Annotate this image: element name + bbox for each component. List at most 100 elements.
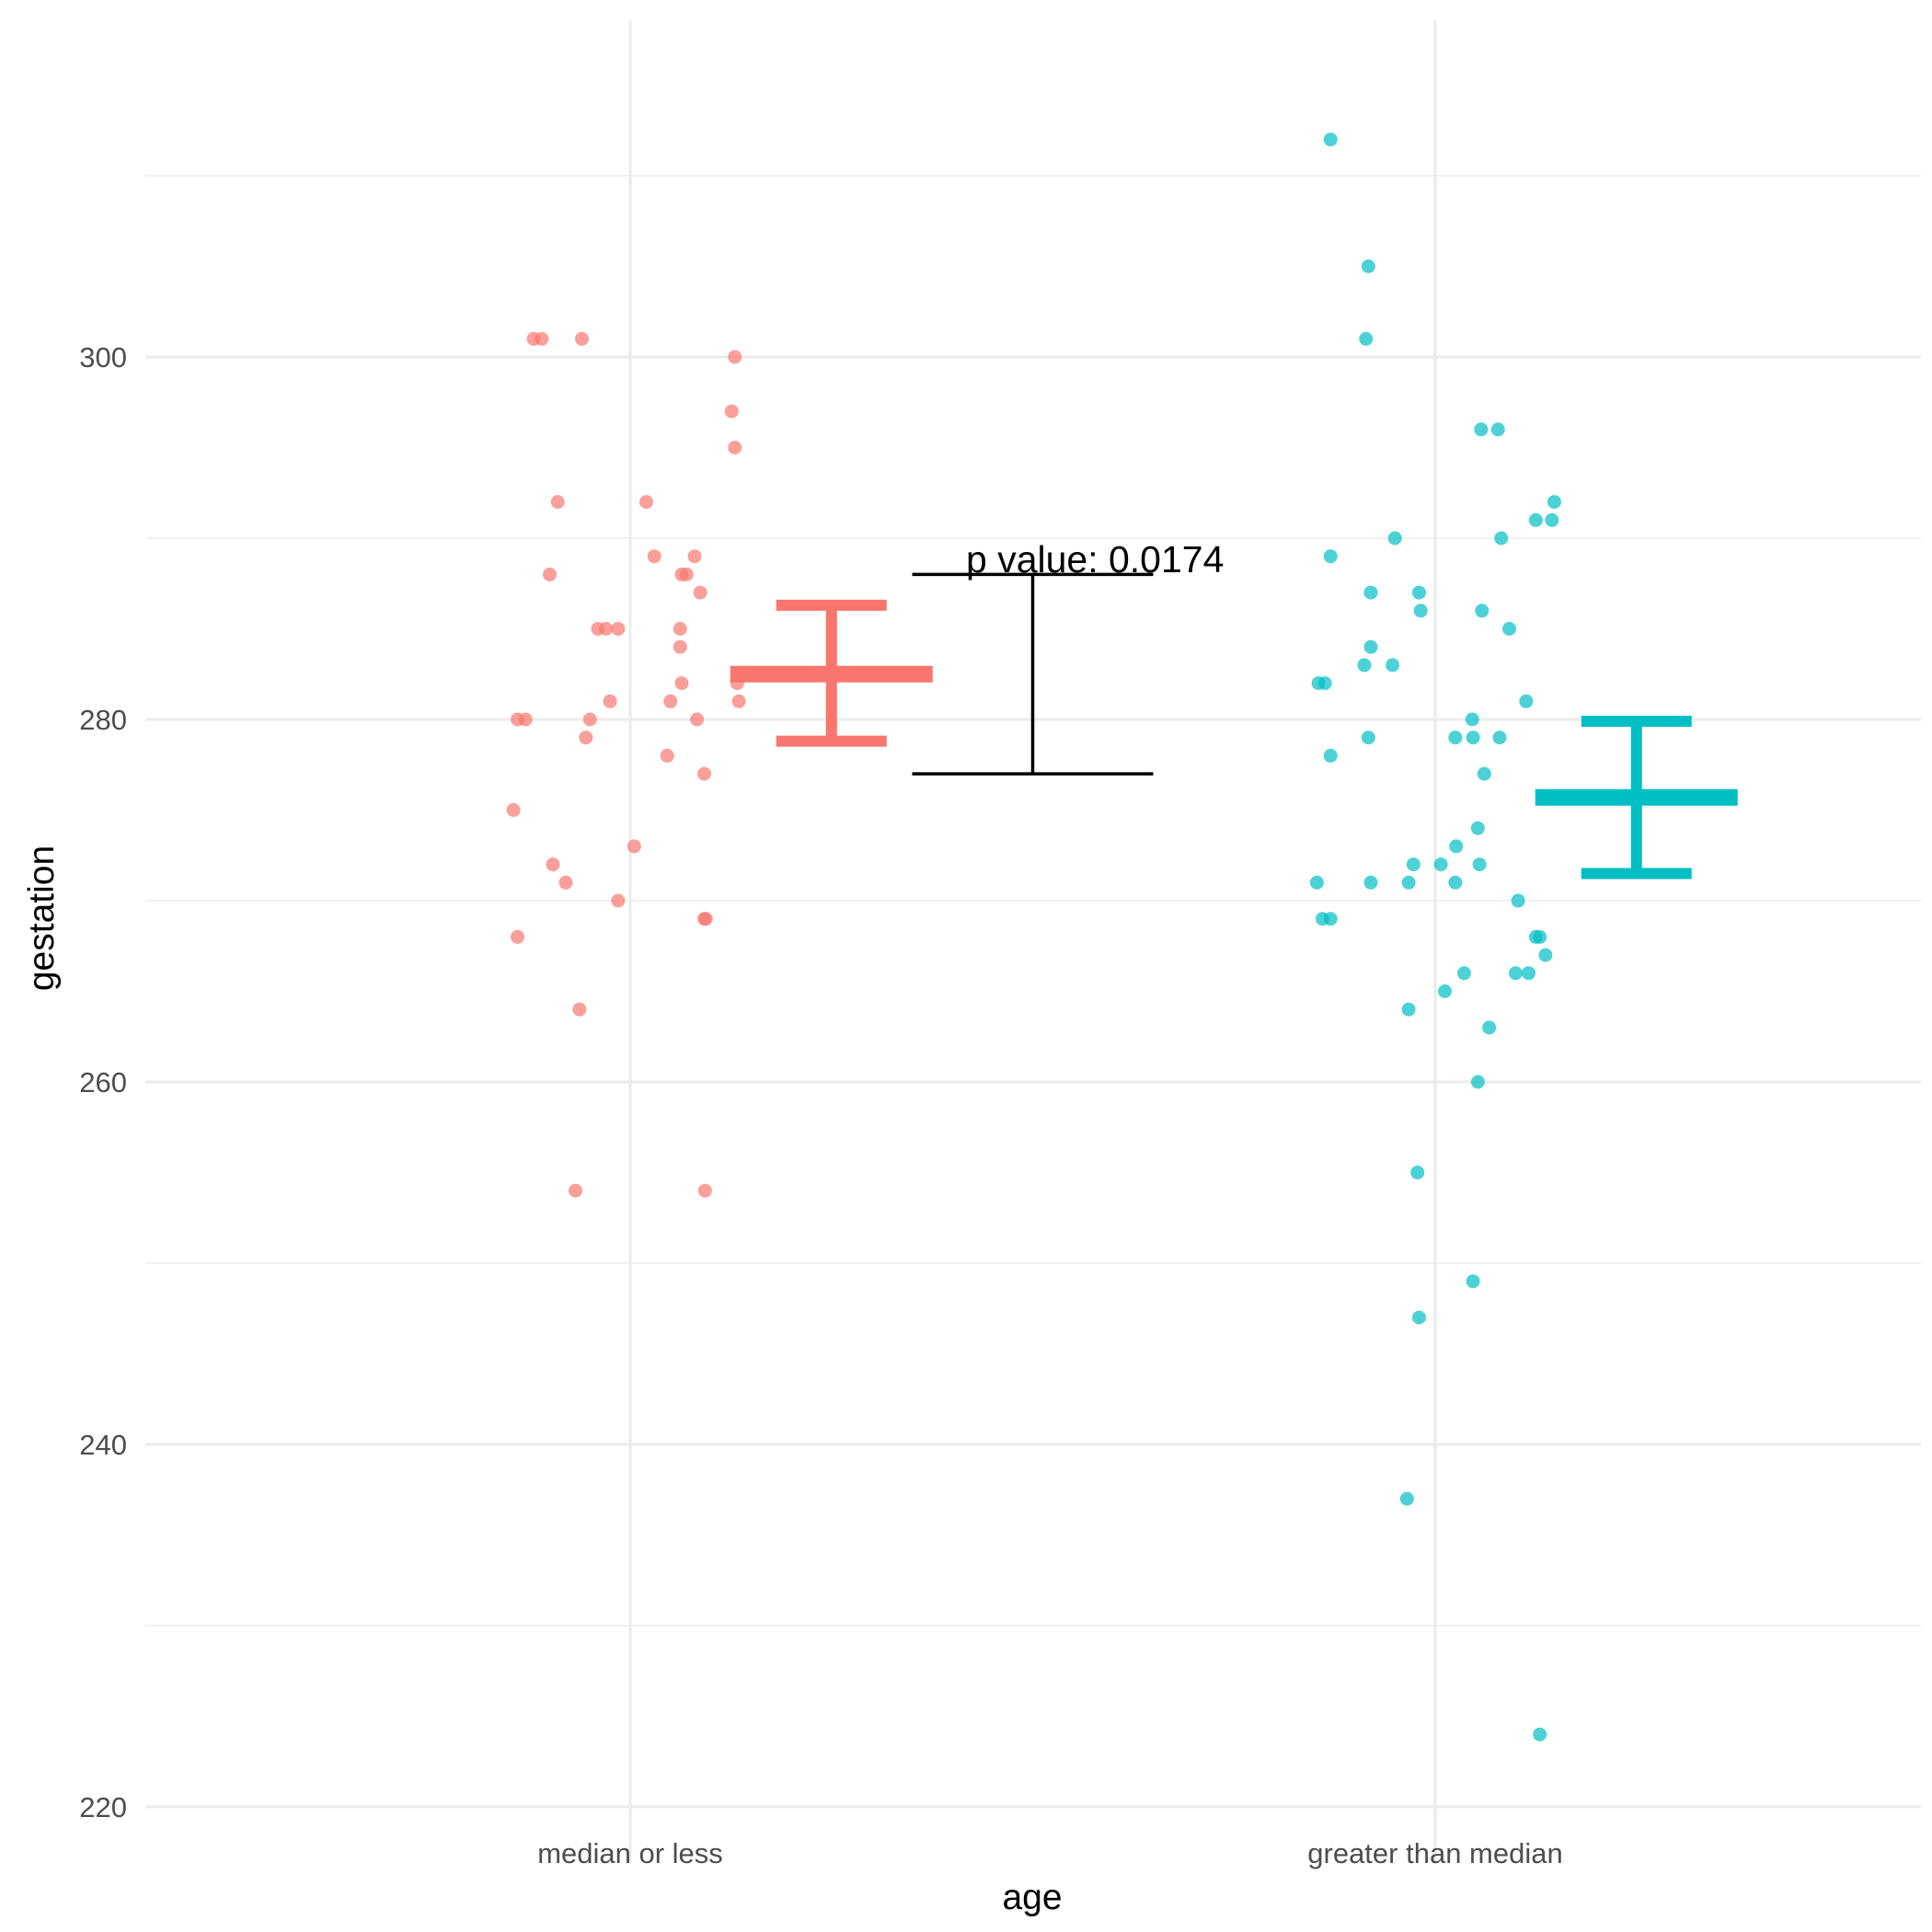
data-point [1361, 730, 1375, 745]
data-point [1401, 1002, 1416, 1017]
data-point [1477, 766, 1491, 781]
data-point [543, 567, 557, 581]
data-point [1494, 531, 1509, 546]
data-point [1482, 1020, 1497, 1035]
data-point [1490, 422, 1505, 437]
data-point [579, 730, 593, 745]
x-tick-label: median or less [537, 1837, 723, 1869]
data-point [582, 712, 597, 727]
data-point [1449, 839, 1464, 854]
data-point [1448, 730, 1463, 745]
data-point [518, 712, 533, 727]
data-point [1317, 676, 1332, 691]
data-point [569, 1183, 582, 1198]
data-point [1502, 622, 1516, 636]
data-point [731, 694, 746, 708]
data-point [1533, 1727, 1547, 1742]
data-point [1323, 748, 1338, 763]
data-point [1412, 1310, 1426, 1325]
data-point [1323, 912, 1338, 926]
data-point [1545, 512, 1559, 527]
data-point [550, 495, 565, 510]
data-point [687, 549, 702, 564]
data-point [1357, 658, 1372, 673]
data-point [1457, 966, 1471, 981]
data-point [1466, 730, 1480, 745]
data-point [1475, 604, 1489, 618]
data-point [1401, 875, 1416, 890]
data-point [690, 712, 705, 727]
data-point [663, 694, 678, 708]
data-point [697, 766, 711, 781]
mean-error-bars [730, 599, 1738, 880]
data-point [558, 875, 573, 890]
data-point [1470, 821, 1485, 835]
data-point [603, 694, 617, 708]
data-point [693, 585, 707, 600]
data-point [724, 404, 739, 419]
data-point [535, 331, 549, 346]
data-point [679, 567, 694, 581]
y-tick-label: 300 [79, 341, 127, 374]
data-point [1519, 694, 1534, 708]
data-point [1323, 549, 1338, 564]
data-point [1410, 1166, 1425, 1179]
data-point [673, 622, 687, 636]
p-value-annotation: p value: 0.0174 [966, 538, 1224, 581]
data-point [1433, 857, 1448, 872]
data-point [639, 495, 653, 510]
data-point [673, 639, 687, 654]
data-point [627, 839, 641, 854]
data-point [1547, 495, 1561, 510]
data-point [511, 929, 524, 944]
data-point [1438, 984, 1452, 998]
jittered-points [506, 132, 1561, 1742]
y-tick-label: 280 [79, 704, 127, 736]
y-tick-label: 220 [79, 1791, 127, 1823]
data-point [674, 676, 689, 691]
data-point [546, 857, 560, 872]
data-point [575, 331, 589, 346]
grid-lines [145, 20, 1921, 1864]
data-point [1538, 948, 1553, 962]
data-point [572, 1002, 587, 1017]
data-point [1399, 1491, 1414, 1506]
data-point [1511, 893, 1525, 908]
data-point [599, 622, 614, 636]
data-point [1361, 259, 1375, 273]
data-point [1465, 712, 1479, 727]
significance-bracket [912, 572, 1154, 776]
data-point [1412, 585, 1426, 600]
y-axis-title: gestation [22, 845, 62, 991]
data-point [698, 912, 713, 926]
data-point [1472, 857, 1487, 872]
data-point [1509, 966, 1523, 981]
data-point [1363, 875, 1378, 890]
data-point [1323, 132, 1338, 147]
data-point [506, 803, 521, 817]
data-point [1363, 585, 1378, 600]
data-point [1413, 604, 1428, 618]
data-point [1474, 422, 1489, 437]
data-point [611, 622, 626, 636]
data-point [1309, 875, 1324, 890]
data-point [1359, 331, 1374, 346]
axis-tick-labels: 220 240 260 280 300 median or less greater tha… [79, 341, 1562, 1869]
data-point [1448, 875, 1463, 890]
data-point [647, 549, 661, 564]
x-tick-label: greater than median [1307, 1837, 1562, 1869]
data-point [1528, 512, 1543, 527]
data-point [697, 1183, 712, 1198]
data-point [660, 748, 674, 763]
data-point [1522, 966, 1535, 981]
data-point [728, 350, 742, 364]
data-point [1406, 857, 1420, 872]
data-point [1533, 929, 1547, 944]
data-point [1470, 1075, 1485, 1089]
data-point [611, 893, 626, 908]
data-point [1363, 639, 1378, 654]
data-point [1387, 531, 1402, 546]
data-point [728, 441, 742, 454]
